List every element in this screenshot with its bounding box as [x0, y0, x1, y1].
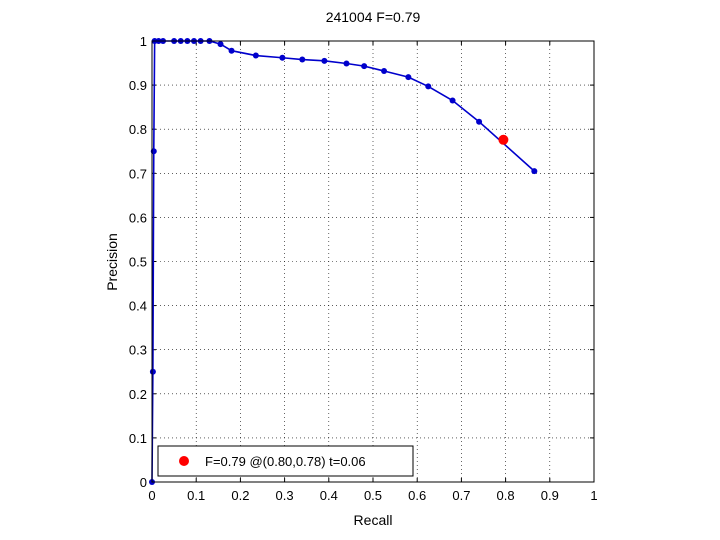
legend-marker	[179, 456, 189, 466]
y-axis-title: Precision	[104, 233, 120, 291]
series-point	[476, 118, 483, 125]
x-tick-label: 1	[590, 488, 597, 503]
x-tick-label: 0.5	[364, 488, 382, 503]
x-tick-label: 0.6	[408, 488, 426, 503]
y-tick-label: 0	[140, 475, 147, 490]
series-point	[149, 368, 156, 375]
series-point	[449, 97, 456, 104]
y-tick-label: 0.4	[129, 299, 147, 314]
series-point	[343, 60, 350, 67]
y-tick-label: 0.9	[129, 78, 147, 93]
x-tick-label: 0.4	[320, 488, 338, 503]
x-tick-label: 0.9	[541, 488, 559, 503]
series-point	[361, 63, 368, 70]
series-point	[531, 168, 538, 175]
x-tick-label: 0.2	[231, 488, 249, 503]
series-point	[299, 56, 306, 63]
grid	[152, 41, 594, 482]
best-f-point	[498, 134, 509, 145]
series-point	[381, 67, 388, 74]
y-tick-label: 0.8	[129, 122, 147, 137]
x-tick-label: 0.1	[187, 488, 205, 503]
legend-box	[157, 445, 414, 477]
series-point	[217, 41, 224, 48]
x-tick-label: 0	[148, 488, 155, 503]
y-tick-label: 0.2	[129, 387, 147, 402]
y-tick-label: 0.1	[129, 431, 147, 446]
chart-title: 241004 F=0.79	[326, 9, 421, 25]
y-tick-label: 0.5	[129, 255, 147, 270]
series-point	[228, 47, 235, 54]
y-tick-label: 1	[140, 34, 147, 49]
legend-label: F=0.79 @(0.80,0.78) t=0.06	[205, 454, 366, 469]
y-tick-label: 0.7	[129, 166, 147, 181]
x-tick-label: 0.7	[452, 488, 470, 503]
legend: F=0.79 @(0.80,0.78) t=0.06	[157, 445, 414, 477]
ticks: 0 0.1 0.2 0.3 0.4 0.5 0.6 0.7 0.8 0.9 1 0 0.1 0.2 0.3 0…	[129, 34, 598, 503]
x-tick-label: 0.3	[276, 488, 294, 503]
series-point	[279, 54, 286, 61]
y-tick-label: 0.6	[129, 210, 147, 225]
y-tick-label: 0.3	[129, 343, 147, 358]
series-point	[252, 52, 259, 59]
x-axis-title: Recall	[354, 512, 393, 528]
series-point	[321, 57, 328, 64]
x-tick-label: 0.8	[497, 488, 515, 503]
plot-frame	[151, 40, 595, 483]
series-point	[405, 74, 412, 81]
series-point	[425, 83, 432, 90]
